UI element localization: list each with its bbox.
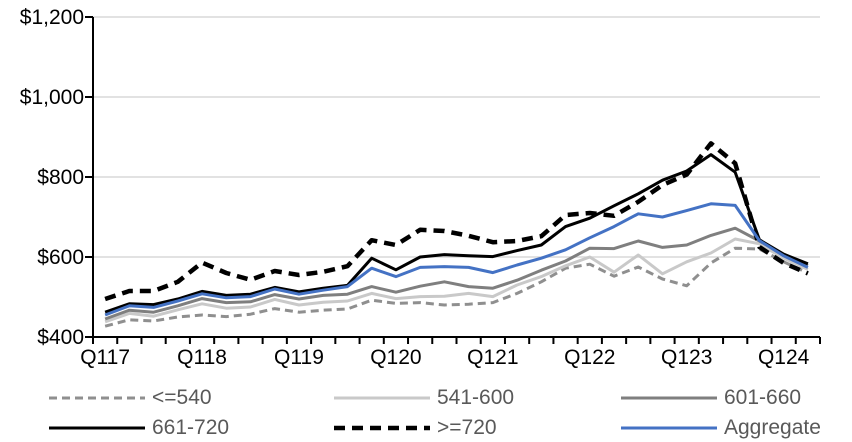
y-tick-label: $400 [37, 326, 84, 349]
legend-item-601-660: 601-660 [620, 387, 801, 409]
y-tick-label: $600 [37, 246, 84, 269]
legend-swatch-line [621, 426, 717, 430]
x-tick-label: Q119 [274, 346, 324, 369]
x-tick-label: Q122 [564, 346, 616, 369]
x-tick-label: Q123 [661, 346, 713, 369]
y-tick-label: $1,000 [19, 86, 84, 109]
legend-label: >=720 [437, 416, 497, 439]
x-tick-label: Q124 [757, 346, 810, 369]
legend-label: 661-720 [152, 416, 230, 439]
x-tick-label: Q120 [370, 346, 422, 369]
legend-swatch-line [334, 396, 430, 400]
legend-swatch-line [621, 396, 717, 400]
legend-label: 541-600 [437, 386, 515, 409]
legend-swatch-line [334, 425, 430, 431]
legend-item-lte540: <=540 [48, 387, 212, 409]
y-tick-label: $1,200 [19, 6, 84, 29]
legend-item-541-600: 541-600 [333, 387, 514, 409]
legend-label: <=540 [152, 386, 212, 409]
legend-swatch-line [49, 426, 145, 430]
legend-item-aggregate: Aggregate [620, 417, 821, 439]
y-tick-label: $800 [37, 166, 84, 189]
x-tick-label: Q121 [467, 346, 519, 369]
legend-item-661-720: 661-720 [48, 417, 229, 439]
legend-label: Aggregate [724, 416, 821, 439]
legend-item-gte720: >=720 [333, 417, 497, 439]
x-tick-label: Q117 [80, 346, 131, 369]
legend-label: 601-660 [724, 386, 802, 409]
legend-swatch-line [49, 396, 145, 400]
x-tick-label: Q118 [177, 346, 227, 369]
